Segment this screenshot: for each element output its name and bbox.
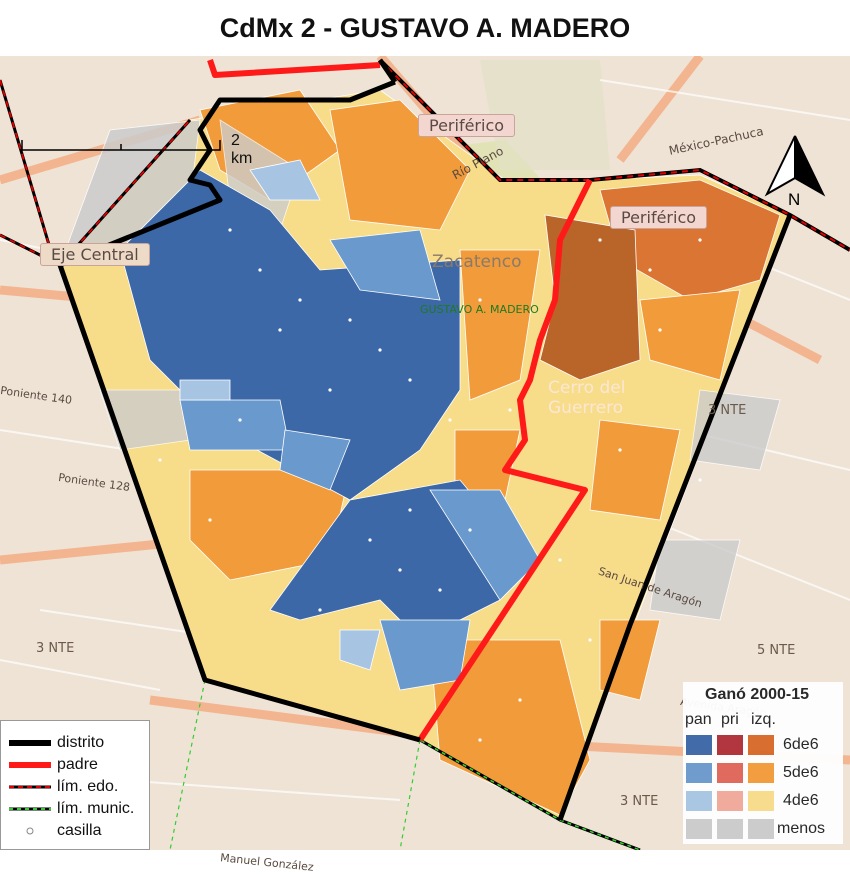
scale-bar-graphic <box>21 140 221 151</box>
casilla-dots <box>158 228 702 742</box>
legend-swatch <box>747 734 775 756</box>
park-area <box>480 60 610 170</box>
road-label-eje-central: Eje Central <box>40 243 150 266</box>
road-label-periferico: Periférico <box>610 206 708 229</box>
winner-legend: Ganó 2000-15 pan pri izq. 6de6 5de6 4de6… <box>683 682 843 844</box>
legend-col-pri: pri <box>721 711 739 728</box>
boundary-legend: distrito padre lím. edo. lím. munic. cas… <box>0 720 150 850</box>
district-boundary <box>57 58 793 821</box>
map-canvas <box>0 53 850 852</box>
place-label-5nte: 5 NTE <box>757 643 796 658</box>
legend-item-lim-edo: lím. edo. <box>9 776 118 798</box>
legend-item-distrito: distrito <box>9 732 104 754</box>
legend-item-casilla: casilla <box>9 820 101 842</box>
legend-row-6de6: 6de6 <box>783 736 819 753</box>
legend-item-padre: padre <box>9 754 98 776</box>
municipality-label: GUSTAVO A. MADERO <box>420 303 539 316</box>
padre-line-icon <box>9 762 51 768</box>
north-label: N <box>788 190 801 209</box>
municipal-line-icon <box>9 807 51 811</box>
legend-swatch <box>747 762 775 784</box>
distrito-line-icon <box>9 740 51 746</box>
legend-row-4de6: 4de6 <box>783 792 819 809</box>
legend-swatch <box>716 790 744 812</box>
map-title: CdMx 2 - GUSTAVO A. MADERO <box>219 12 631 43</box>
legend-swatch <box>747 818 775 840</box>
legend-label: lím. munic. <box>57 800 135 817</box>
place-label-cerro: Cerro del Guerrero <box>548 378 626 418</box>
legend-col-izq: izq. <box>751 711 776 728</box>
legend-swatch <box>716 734 744 756</box>
district-sections <box>59 89 791 821</box>
legend-item-lim-munic: lím. munic. <box>9 798 134 820</box>
road-label-periferico: Periférico <box>418 114 516 137</box>
legend-label: distrito <box>57 734 105 751</box>
legend-swatch <box>716 762 744 784</box>
padre-boundary <box>207 59 593 742</box>
legend-col-pan: pan <box>685 711 712 728</box>
north-arrow: N <box>763 134 827 211</box>
legend-swatch <box>685 790 713 812</box>
legend-swatch <box>685 762 713 784</box>
scale-bar-label: 2 km <box>231 132 253 167</box>
legend-swatch <box>685 734 713 756</box>
place-label-3nte: 3 NTE <box>36 641 75 656</box>
road-label-manuel-gonzalez: Manuel González <box>219 851 315 874</box>
legend-swatch <box>747 790 775 812</box>
district-map[interactable]: Periférico Periférico Eje Central Zacate… <box>0 53 850 874</box>
casilla-dot-icon <box>26 827 34 835</box>
legend-swatch <box>685 818 713 840</box>
place-label-3nte: 3 NTE <box>708 403 747 418</box>
legend-row-menos: menos <box>777 820 826 837</box>
place-label-zacatenco: Zacatenco <box>432 252 522 272</box>
legend-swatch <box>716 818 744 840</box>
legend-label: padre <box>57 756 98 773</box>
north-arrow-icon <box>764 135 826 197</box>
legend-title: Ganó 2000-15 <box>705 686 810 703</box>
legend-label: lím. edo. <box>57 778 119 795</box>
legend-label: casilla <box>57 822 102 839</box>
place-label-3nte: 3 NTE <box>620 794 659 809</box>
state-line-icon <box>9 785 51 789</box>
scale-bar: 2 km <box>20 132 252 167</box>
legend-row-5de6: 5de6 <box>783 764 819 781</box>
